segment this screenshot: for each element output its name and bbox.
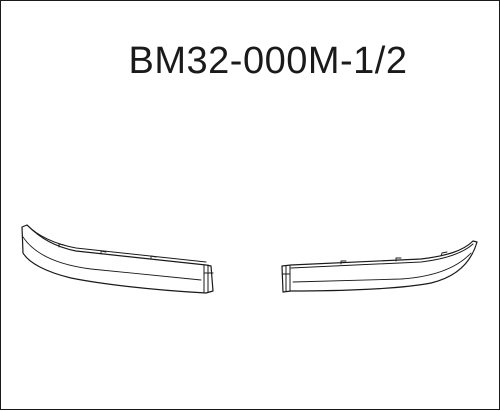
right-strip-end-cap [281,264,291,292]
left-strip-outline [21,224,214,294]
right-strip-inner-top [290,243,474,269]
left-strip-clip-3 [150,255,157,260]
right-strip-clip-1 [340,260,347,265]
left-trim-strip [21,224,214,294]
right-strip-outline [281,240,478,293]
left-strip-inner-curve [22,236,202,281]
left-strip-end-cap [203,264,214,293]
right-trim-strip [281,240,478,293]
right-strip-clip-3 [440,251,448,257]
right-strip-inner-curve [292,252,472,283]
left-strip-clip-1 [58,243,65,248]
left-strip-clip-2 [100,250,107,255]
right-strip-clip-2 [395,257,402,262]
part-number-label: BM32-000M-1/2 [128,40,408,82]
left-strip-inner-top [26,224,207,263]
